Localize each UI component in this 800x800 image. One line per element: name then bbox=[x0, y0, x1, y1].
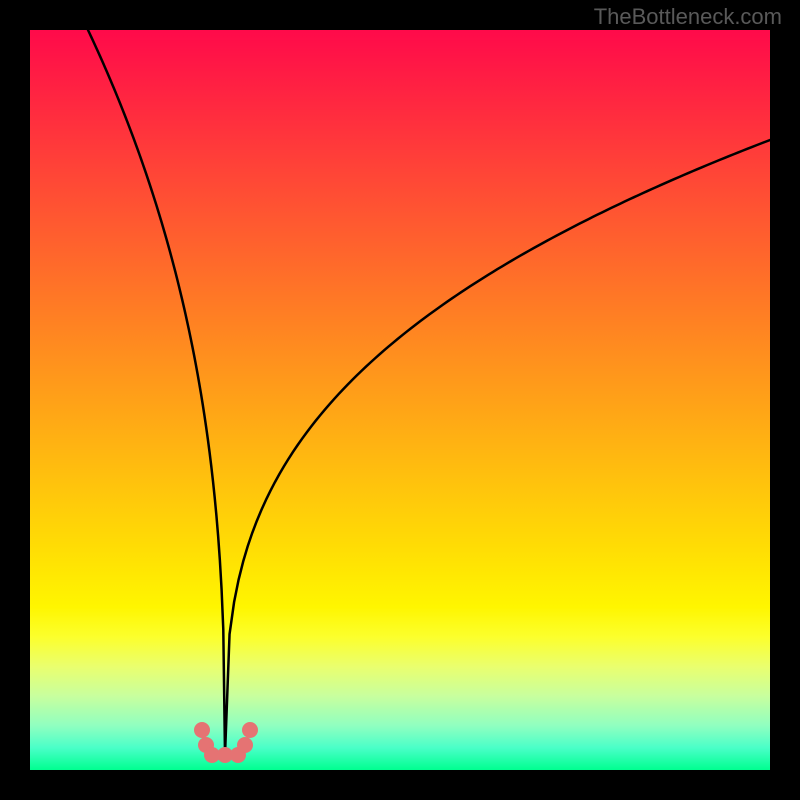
watermark-text: TheBottleneck.com bbox=[594, 4, 782, 30]
marker-dot bbox=[194, 722, 210, 738]
chart-frame-bottom bbox=[0, 770, 800, 800]
chart-frame-right bbox=[770, 0, 800, 800]
chart-stage: TheBottleneck.com bbox=[0, 0, 800, 800]
gradient-background bbox=[30, 30, 770, 770]
marker-dot bbox=[242, 722, 258, 738]
chart-frame-left bbox=[0, 0, 30, 800]
bottleneck-chart bbox=[30, 30, 770, 770]
marker-dot bbox=[237, 737, 253, 753]
